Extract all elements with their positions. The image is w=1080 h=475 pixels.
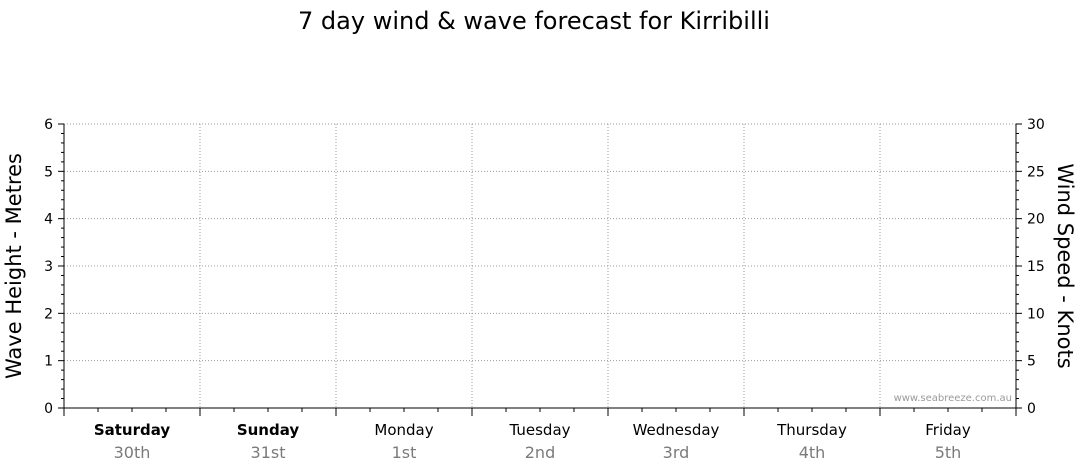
day-date-label: 4th [799,443,826,462]
right-tick-label: 30 [1027,117,1045,133]
day-name-label: Wednesday [633,421,720,439]
right-axis-ticks: 0 5 10 15 20 25 30 [1016,117,1045,417]
day-name-label: Sunday [237,421,300,439]
day-date-label: 31st [251,443,286,462]
day-labels: Saturday 30th Sunday 31st Monday 1st Tuesday 2n… [94,421,971,462]
left-tick-label: 1 [44,354,53,370]
watermark: www.seabreeze.com.au [894,393,1012,404]
chart-title: 7 day wind & wave forecast for Kirribill… [298,7,770,35]
right-tick-label: 5 [1027,354,1036,370]
day-date-label: 1st [392,443,417,462]
left-axis-title: Wave Height - Metres [2,153,26,379]
day-date-label: 5th [935,443,962,462]
day-name-label: Friday [925,421,971,439]
day-name-label: Tuesday [508,421,570,439]
day-name-label: Thursday [776,421,847,439]
day-date-label: 2nd [525,443,555,462]
left-tick-label: 6 [44,117,53,133]
right-tick-label: 15 [1027,259,1045,275]
left-tick-label: 3 [44,259,53,275]
left-tick-label: 5 [44,164,53,180]
axes [63,124,1017,416]
day-name-label: Monday [374,421,433,439]
left-tick-label: 2 [44,306,53,322]
day-name-label: Saturday [94,421,171,439]
left-axis-ticks: 0 1 2 3 4 5 6 [44,117,64,417]
right-axis-title: Wind Speed - Knots [1053,163,1077,368]
right-tick-label: 20 [1027,212,1045,228]
right-tick-label: 25 [1027,164,1045,180]
left-tick-label: 0 [44,401,53,417]
left-tick-label: 4 [44,212,53,228]
day-date-label: 30th [114,443,151,462]
right-tick-label: 0 [1027,401,1036,417]
grid [64,123,1016,408]
day-date-label: 3rd [663,443,690,462]
right-tick-label: 10 [1027,306,1045,322]
